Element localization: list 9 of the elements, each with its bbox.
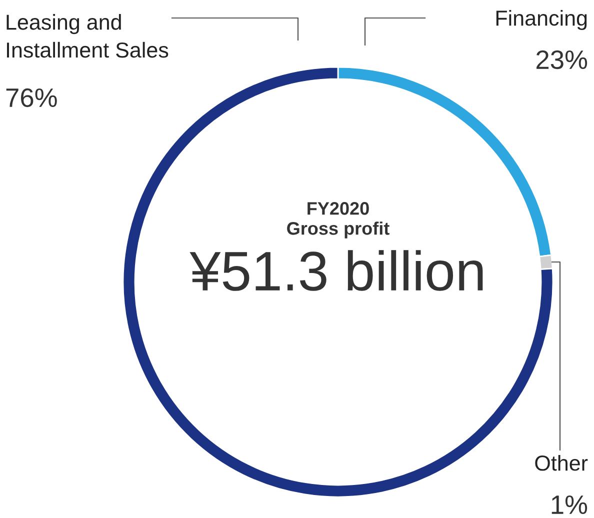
text: ¥51.3 billion: [190, 250, 483, 291]
text: FY2020: [308, 202, 369, 215]
slice-label: Other: [535, 454, 588, 471]
data-label: 76%: [6, 88, 57, 108]
slice-label: Financing: [496, 10, 587, 30]
text: Gross profit: [287, 222, 390, 238]
slice-label: Leasing and Installment Sales: [6, 14, 168, 58]
data-label: 23%: [536, 50, 588, 70]
data-label: 1%: [552, 496, 588, 514]
